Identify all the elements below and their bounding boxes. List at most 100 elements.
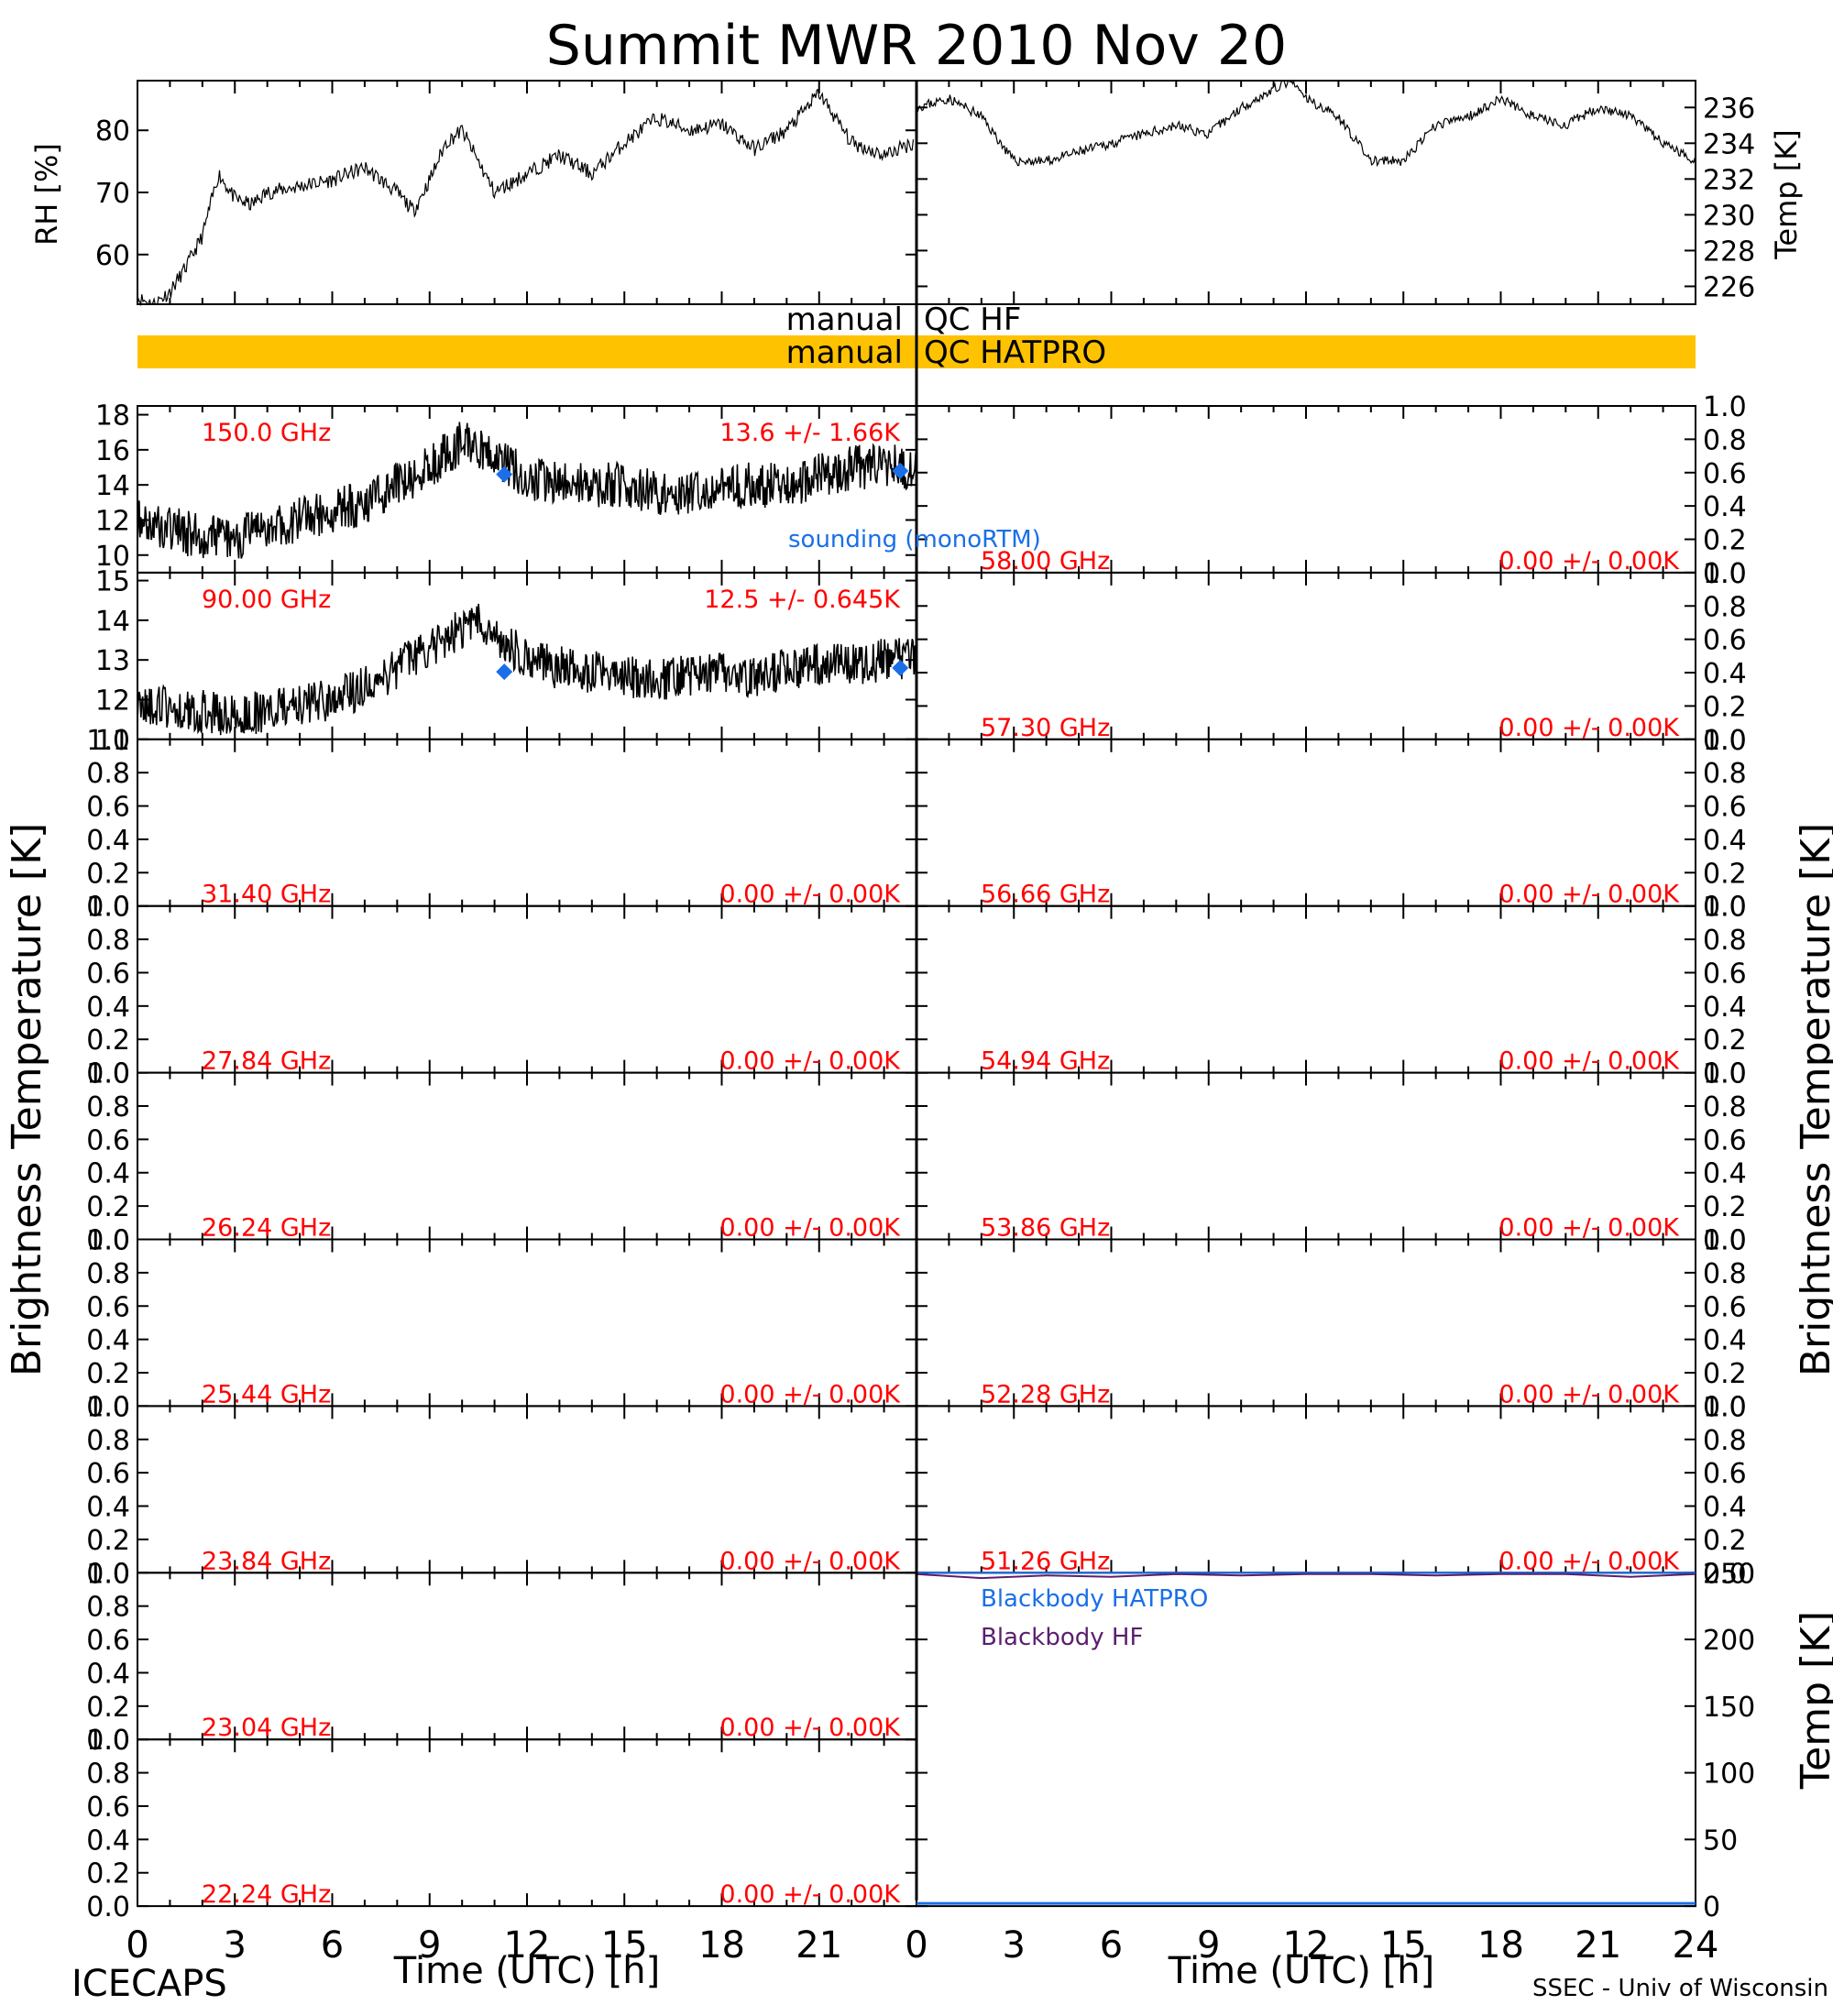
y-tick-label: 100 (1703, 1759, 1755, 1791)
time-tick-label: 0 (905, 1924, 927, 1967)
y-tick-label: 15 (95, 566, 130, 598)
rh-axis-label: RH [%] (29, 143, 64, 246)
channel-stat: 0.00 +/- 0.00K (719, 1214, 901, 1243)
y-tick-label: 0.0 (86, 892, 130, 924)
y-tick-label: 0.2 (1703, 1024, 1747, 1057)
channel-label: 22.24 GHz (202, 1880, 331, 1909)
y-tick-label: 0.8 (1703, 591, 1747, 623)
y-tick-label: 0.8 (1703, 1091, 1747, 1123)
qc-hatpro-right: QC HATPRO (924, 334, 1106, 371)
qc-hf-left: manual (786, 301, 903, 338)
channel-label: 57.30 GHz (981, 714, 1110, 742)
y-tick-label: 0.8 (86, 1592, 130, 1624)
y-tick-label: 0.0 (1703, 1391, 1747, 1423)
channel-stat: 0.00 +/- 0.00K (719, 1047, 901, 1076)
y-tick-label: 0.6 (86, 1625, 130, 1657)
series-line (137, 603, 917, 736)
sounding-point (892, 462, 909, 479)
y-tick-label: 0.6 (86, 792, 130, 824)
y-tick-label: 0.8 (86, 1258, 130, 1290)
bt-right-axis-label: Brightness Temperature [K] (1793, 823, 1833, 1376)
panel-frame (916, 80, 1696, 305)
figure-title: Summit MWR 2010 Nov 20 (546, 14, 1287, 78)
y-tick-label: 0.8 (86, 1425, 130, 1457)
panel-bt-57-30-ghz: 0.00.20.40.60.81.057.30 GHz 0.00 +/- 0.00… (916, 558, 1747, 757)
y-tick-label: 1.0 (1703, 892, 1747, 924)
channel-label: 150.0 GHz (202, 419, 331, 447)
panel-bt-90-ghz: 11 12 13 14 15 90.00 GHz 12.5 +/- 0.645K (95, 566, 917, 757)
panel-bt-23-84-ghz: 0.00.20.40.60.81.023.84 GHz 0.00 +/- 0.00… (86, 1391, 917, 1590)
y-tick-label: 0.2 (86, 858, 130, 890)
panel-bt-31-40-ghz: 0.00.20.40.60.81.031.40 GHz 0.00 +/- 0.00… (86, 725, 917, 924)
y-tick-label: 0.6 (86, 1458, 130, 1490)
y-tick-label: 60 (95, 240, 130, 272)
series-line (137, 422, 917, 559)
time-tick-label: 3 (1003, 1924, 1026, 1967)
y-tick-label: 1.0 (86, 1725, 130, 1757)
y-tick-label: 1.0 (1703, 725, 1747, 757)
panel-relative-humidity: 60 70 80 (95, 80, 917, 307)
y-tick-label: 1.0 (86, 1058, 130, 1090)
y-tick-label: 1.0 (86, 1391, 130, 1423)
time-tick-label: 12 (1283, 1924, 1330, 1967)
panel-bt-54-94-ghz: 0.00.20.40.60.81.054.94 GHz 0.00 +/- 0.00… (916, 892, 1747, 1090)
panel-bt-56-66-ghz: 0.00.20.40.60.81.056.66 GHz 0.00 +/- 0.00… (916, 725, 1747, 924)
y-tick-label: 200 (1703, 1625, 1755, 1657)
channel-stat: 0.00 +/- 0.00K (1498, 1047, 1680, 1076)
y-tick-label: 0.0 (1703, 558, 1747, 590)
channel-stat: 12.5 +/- 0.645K (704, 586, 901, 614)
y-tick-label: 0.4 (86, 1325, 130, 1357)
sounding-point (892, 659, 909, 676)
y-tick-label: 10 (95, 541, 130, 573)
channel-label: 31.40 GHz (202, 881, 331, 909)
channel-stat: 0.00 +/- 0.00K (719, 1880, 901, 1909)
y-tick-label: 0.6 (1703, 458, 1747, 490)
channel-label: 56.66 GHz (981, 881, 1110, 909)
y-tick-label: 0.4 (86, 1658, 130, 1690)
y-tick-label: 0.2 (1703, 858, 1747, 890)
y-tick-label: 230 (1703, 200, 1755, 232)
panel-bt-51-26-ghz: 0.00.20.40.60.81.051.26 GHz 0.00 +/- 0.00… (916, 1391, 1747, 1590)
y-tick-label: 1.0 (86, 892, 130, 924)
qc-hatpro-left: manual (786, 334, 903, 371)
y-tick-label: 0.2 (86, 1024, 130, 1057)
blackbody-hatpro-legend: Blackbody HATPRO (981, 1585, 1208, 1613)
time-tick-label: 15 (601, 1924, 648, 1967)
y-tick-label: 0.4 (86, 1492, 130, 1524)
y-tick-label: 70 (95, 178, 130, 210)
y-tick-label: 1.0 (86, 1225, 130, 1257)
series-line (916, 79, 1696, 168)
panel-bt-25-44-ghz: 0.00.20.40.60.81.025.44 GHz 0.00 +/- 0.00… (86, 1225, 917, 1423)
y-tick-label: 1.0 (1703, 558, 1747, 590)
time-axis-label-left: Time (UTC) [h] (393, 1950, 660, 1992)
channel-label: 23.84 GHz (202, 1547, 331, 1575)
y-tick-label: 0.6 (86, 958, 130, 990)
y-tick-label: 250 (1703, 1558, 1755, 1590)
channel-label: 58.00 GHz (981, 547, 1110, 575)
channel-label: 54.94 GHz (981, 1047, 1110, 1076)
y-tick-label: 0.8 (1703, 424, 1747, 456)
panel-bt-27-84-ghz: 0.00.20.40.60.81.027.84 GHz 0.00 +/- 0.00… (86, 892, 917, 1090)
y-tick-label: 1.0 (86, 725, 130, 757)
y-tick-label: 80 (95, 115, 130, 148)
y-tick-label: 0.4 (1703, 491, 1747, 523)
y-tick-label: 13 (95, 645, 130, 677)
panel-bt-22-24-ghz: 0.00.20.40.60.81.022.24 GHz 0.00 +/- 0.00… (86, 1725, 917, 1923)
y-tick-label: 14 (95, 606, 130, 638)
y-tick-label: 11 (95, 725, 130, 757)
y-tick-label: 0.6 (1703, 958, 1747, 990)
y-tick-label: 0.4 (86, 1158, 130, 1190)
time-tick-label: 15 (1380, 1924, 1427, 1967)
y-tick-label: 0.4 (1703, 658, 1747, 690)
y-tick-label: 12 (95, 685, 130, 717)
y-tick-label: 236 (1703, 93, 1755, 125)
y-tick-label: 0.4 (1703, 1325, 1747, 1357)
channel-stat: 13.6 +/- 1.66K (719, 419, 901, 447)
y-tick-label: 0.2 (86, 1858, 130, 1890)
time-tick-label: 9 (1197, 1924, 1220, 1967)
channel-stat: 0.00 +/- 0.00K (1498, 547, 1680, 575)
y-tick-label: 232 (1703, 164, 1755, 196)
y-tick-label: 0.8 (86, 1759, 130, 1791)
time-tick-label: 18 (1477, 1924, 1524, 1967)
